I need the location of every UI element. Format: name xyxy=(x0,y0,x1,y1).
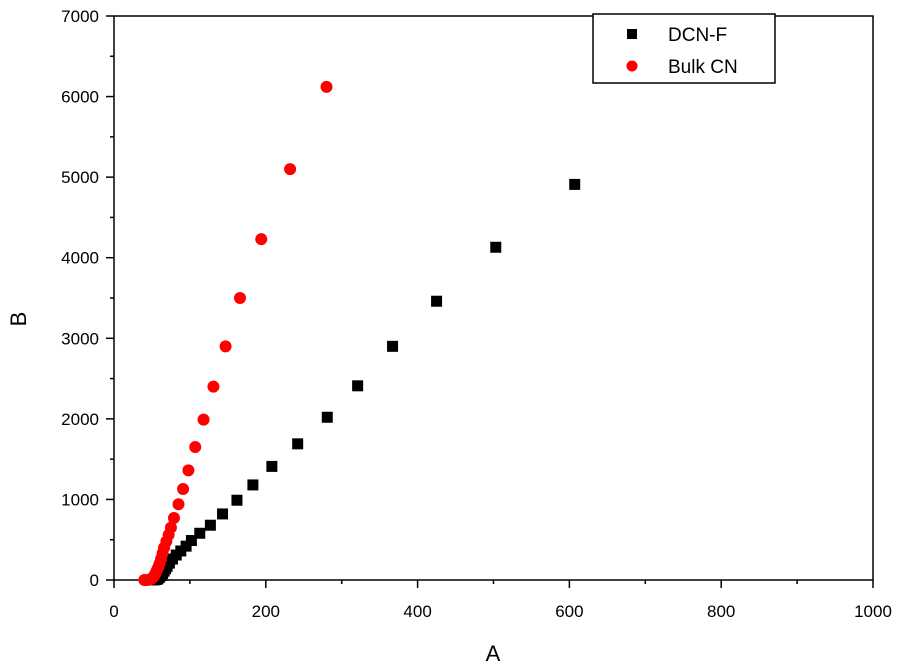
data-point xyxy=(266,460,278,472)
y-axis: 0 1000 2000 3000 4000 5000 6000 7000 xyxy=(61,7,114,590)
plot-area xyxy=(113,15,874,581)
data-point xyxy=(189,441,202,454)
data-point xyxy=(207,380,220,393)
data-point xyxy=(204,519,216,531)
data-point xyxy=(569,178,581,190)
data-point xyxy=(177,482,190,495)
legend-marker-bulk-cn xyxy=(626,60,638,72)
data-point xyxy=(185,535,197,547)
data-point xyxy=(292,438,304,450)
data-point xyxy=(167,511,180,524)
legend-box xyxy=(592,13,776,84)
data-point xyxy=(284,163,297,176)
y-tick-label: 2000 xyxy=(61,410,99,429)
data-point xyxy=(352,380,364,392)
y-axis-title: B xyxy=(6,312,31,327)
legend-label-bulk-cn: Bulk CN xyxy=(668,57,738,78)
legend-label-dcn-f: DCN-F xyxy=(668,25,727,46)
data-points xyxy=(138,80,581,586)
data-point xyxy=(194,527,206,539)
data-point xyxy=(217,508,229,520)
data-point xyxy=(321,411,333,423)
data-point xyxy=(164,521,177,534)
y-tick-label: 3000 xyxy=(61,329,99,348)
x-tick-label: 400 xyxy=(403,602,431,621)
x-tick-label: 200 xyxy=(252,602,280,621)
data-point xyxy=(431,295,443,307)
legend: DCN-F Bulk CN xyxy=(592,13,776,84)
data-point xyxy=(387,340,399,352)
x-axis: 0 200 400 600 800 1000 xyxy=(109,580,892,621)
data-point xyxy=(247,479,259,491)
x-tick-label: 1000 xyxy=(854,602,892,621)
x-axis-title: A xyxy=(486,641,501,666)
data-point xyxy=(219,340,232,353)
data-point xyxy=(172,498,185,511)
legend-marker-dcn-f xyxy=(627,29,637,39)
y-tick-label: 1000 xyxy=(61,490,99,509)
data-point xyxy=(182,464,195,477)
plot-frame xyxy=(113,15,874,581)
y-tick-label: 5000 xyxy=(61,168,99,187)
data-point xyxy=(320,80,333,93)
y-tick-label: 0 xyxy=(90,571,99,590)
x-tick-label: 800 xyxy=(707,602,735,621)
x-tick-label: 0 xyxy=(109,602,118,621)
data-point xyxy=(197,413,210,426)
x-tick-label: 600 xyxy=(555,602,583,621)
data-point xyxy=(255,233,268,246)
series-1 xyxy=(138,80,333,586)
data-point xyxy=(490,241,502,253)
y-tick-label: 4000 xyxy=(61,249,99,268)
data-point xyxy=(231,494,243,506)
data-point xyxy=(233,292,246,304)
data-point xyxy=(180,540,192,552)
y-tick-label: 7000 xyxy=(61,7,99,26)
y-tick-label: 6000 xyxy=(61,88,99,107)
